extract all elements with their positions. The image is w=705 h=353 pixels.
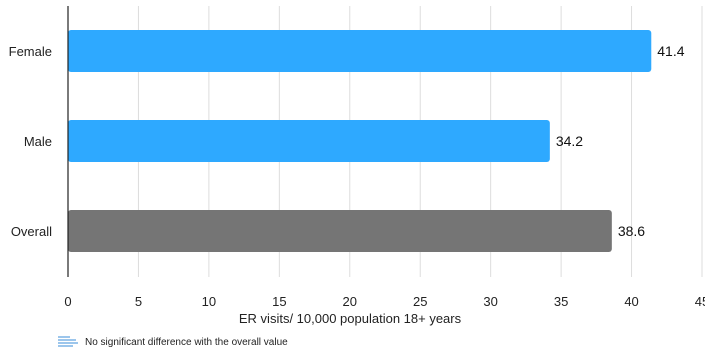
x-tick-label: 0 bbox=[64, 294, 71, 309]
bar-female bbox=[68, 30, 652, 72]
value-label: 38.6 bbox=[618, 223, 645, 239]
bars bbox=[68, 30, 652, 252]
striped-swatch-icon bbox=[58, 336, 78, 348]
legend: No significant difference with the overa… bbox=[58, 336, 288, 348]
x-tick-label: 20 bbox=[343, 294, 357, 309]
value-label: 41.4 bbox=[657, 43, 684, 59]
value-label: 34.2 bbox=[556, 133, 583, 149]
category-label: Overall bbox=[11, 224, 52, 239]
x-axis-title: ER visits/ 10,000 population 18+ years bbox=[239, 311, 462, 326]
x-tick-label: 15 bbox=[272, 294, 286, 309]
category-label: Male bbox=[24, 134, 52, 149]
x-tick-label: 35 bbox=[554, 294, 568, 309]
legend-label: No significant difference with the overa… bbox=[85, 336, 288, 348]
value-labels: 41.4 34.2 38.6 bbox=[556, 43, 685, 239]
bar-overall bbox=[68, 210, 612, 252]
x-tick-label: 30 bbox=[483, 294, 497, 309]
x-tick-label: 5 bbox=[135, 294, 142, 309]
x-tick-label: 40 bbox=[624, 294, 638, 309]
category-labels: Female Male Overall bbox=[9, 44, 52, 239]
x-tick-label: 45 bbox=[695, 294, 705, 309]
x-tick-labels: 0 5 10 15 20 25 30 35 40 45 bbox=[64, 294, 705, 309]
x-tick-label: 25 bbox=[413, 294, 427, 309]
category-label: Female bbox=[9, 44, 52, 59]
x-tick-label: 10 bbox=[202, 294, 216, 309]
bar-male bbox=[68, 120, 550, 162]
